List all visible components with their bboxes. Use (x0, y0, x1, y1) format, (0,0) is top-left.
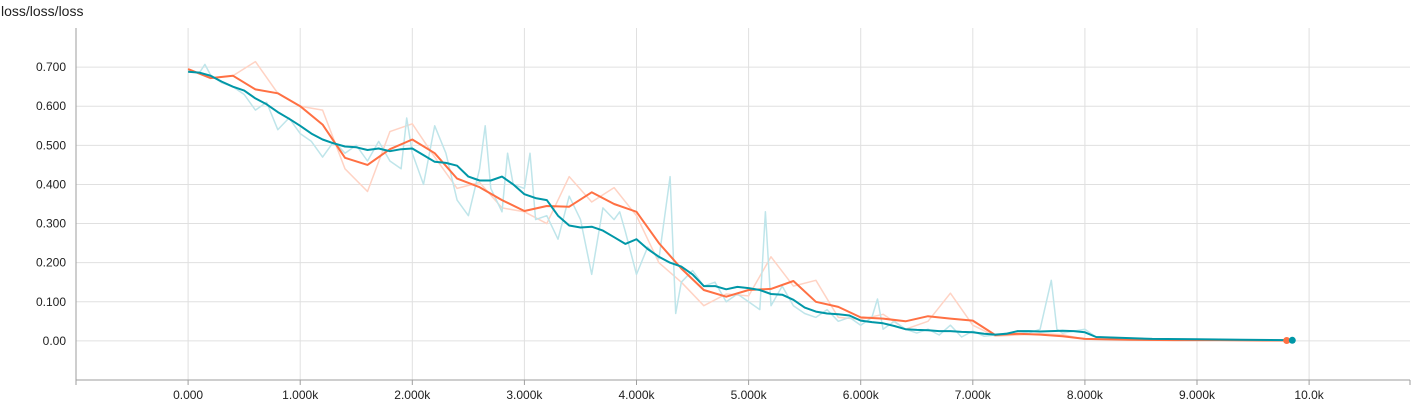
x-tick-label: 7.000k (955, 388, 992, 402)
x-tick-label: 5.000k (731, 388, 768, 402)
y-tick-label: 0.700 (36, 60, 66, 74)
smoothed-series-lines (187, 68, 1293, 342)
y-axis-ticks: 0.00 0.100 0.200 0.300 0.400 0.500 0.600 0.700 (36, 60, 66, 348)
x-tick-label: 3.000k (506, 388, 543, 402)
x-tick-label: 2.000k (394, 388, 431, 402)
x-tick-label: 4.000k (618, 388, 655, 402)
x-axis-ticks: 0.000 1.000k 2.000k 3.000k 4.000k 5.000k 6.000… (173, 380, 1325, 402)
raw-line-teal (187, 63, 1287, 341)
x-tick-label: 6.000k (843, 388, 880, 402)
y-tick-label: 0.00 (43, 334, 67, 348)
y-tick-label: 0.300 (36, 217, 66, 231)
x-tick-label: 1.000k (282, 388, 319, 402)
smoothed-line-orange (187, 68, 1287, 342)
y-tick-label: 0.100 (36, 295, 66, 309)
endpoint-orange (1283, 336, 1291, 344)
smoothed-line-teal (188, 70, 1293, 342)
y-tick-label: 0.200 (36, 256, 66, 270)
endpoint-teal (1288, 336, 1296, 344)
y-tick-label: 0.600 (36, 99, 66, 113)
grid-lines (76, 28, 1410, 380)
chart-title: loss/loss/loss (1, 3, 84, 19)
x-tick-label: 8.000k (1067, 388, 1104, 402)
y-tick-label: 0.400 (36, 177, 66, 191)
axes (75, 28, 1411, 385)
y-tick-label: 0.500 (36, 138, 66, 152)
x-tick-label: 0.000 (173, 388, 203, 402)
x-tick-label: 10.0k (1294, 388, 1324, 402)
raw-line-orange (187, 60, 1287, 342)
raw-series-lines (187, 60, 1287, 342)
series-endpoints (1283, 336, 1296, 344)
x-tick-label: 9.000k (1179, 388, 1216, 402)
